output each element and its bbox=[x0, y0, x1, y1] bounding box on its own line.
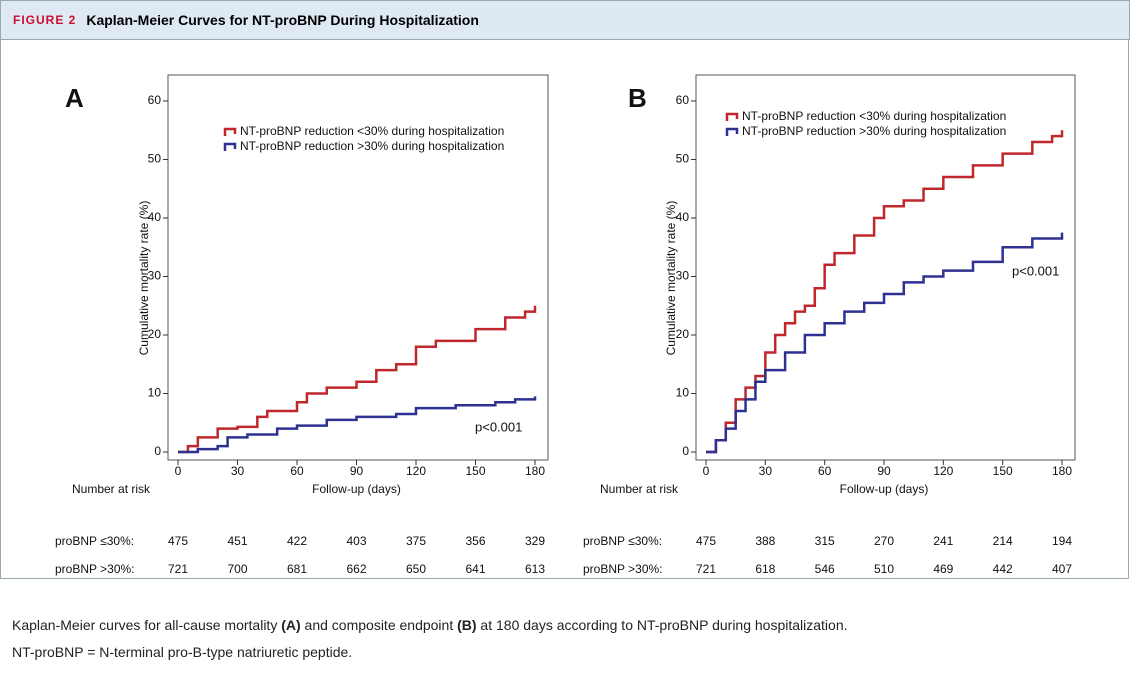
x-tick-label: 150 bbox=[465, 464, 485, 478]
caption-text: Kaplan-Meier curves for all-cause mortal… bbox=[12, 617, 282, 633]
risk-value: 407 bbox=[1052, 562, 1072, 576]
risk-value: 681 bbox=[287, 562, 307, 576]
y-tick-label: 0 bbox=[682, 444, 689, 458]
caption-text: (B) bbox=[457, 617, 477, 633]
y-tick-label: 10 bbox=[676, 386, 690, 400]
risk-table-title: Number at risk bbox=[600, 482, 679, 496]
km-curve bbox=[706, 130, 1064, 454]
panel-letter: A bbox=[65, 83, 84, 113]
y-tick-label: 30 bbox=[676, 269, 690, 283]
y-axis-label: Cumulative mortality rate (%) bbox=[664, 201, 678, 356]
x-tick-label: 60 bbox=[818, 464, 832, 478]
legend-label: NT-proBNP reduction <30% during hospital… bbox=[742, 109, 1006, 123]
risk-value: 270 bbox=[874, 534, 894, 548]
x-tick-label: 30 bbox=[759, 464, 773, 478]
risk-value: 241 bbox=[933, 534, 953, 548]
caption-text: NT-proBNP = N-terminal pro-B-type natriu… bbox=[12, 644, 353, 660]
risk-value: 442 bbox=[993, 562, 1013, 576]
legend-label: NT-proBNP reduction <30% during hospital… bbox=[240, 124, 504, 138]
risk-value: 510 bbox=[874, 562, 894, 576]
annotation: p<0.001 bbox=[1012, 263, 1059, 278]
x-tick-label: 90 bbox=[877, 464, 891, 478]
y-tick-label: 50 bbox=[676, 152, 690, 166]
legend-swatch bbox=[223, 127, 237, 136]
risk-value: 475 bbox=[168, 534, 188, 548]
risk-value: 662 bbox=[346, 562, 366, 576]
risk-value: 700 bbox=[227, 562, 247, 576]
legend-swatch bbox=[725, 127, 739, 136]
y-axis-label: Cumulative mortality rate (%) bbox=[137, 201, 151, 356]
caption-text: and composite endpoint bbox=[300, 617, 458, 633]
annotation: p<0.001 bbox=[475, 419, 522, 434]
figure-label: FIGURE 2 bbox=[13, 13, 77, 27]
figure-header: FIGURE 2 Kaplan-Meier Curves for NT-proB… bbox=[0, 0, 1130, 40]
y-tick-label: 10 bbox=[148, 386, 162, 400]
y-tick-label: 40 bbox=[148, 210, 162, 224]
risk-value: 721 bbox=[696, 562, 716, 576]
risk-row-label: proBNP >30%: bbox=[583, 562, 663, 576]
risk-value: 356 bbox=[465, 534, 485, 548]
risk-value: 469 bbox=[933, 562, 953, 576]
y-tick-label: 50 bbox=[148, 152, 162, 166]
x-tick-label: 0 bbox=[703, 464, 710, 478]
plot-frame bbox=[695, 74, 1076, 461]
risk-value: 641 bbox=[465, 562, 485, 576]
risk-row-label: proBNP ≤30%: bbox=[583, 534, 662, 548]
y-tick-label: 0 bbox=[154, 444, 161, 458]
risk-row-label: proBNP ≤30%: bbox=[55, 534, 134, 548]
y-tick-label: 20 bbox=[148, 327, 162, 341]
caption-text: (A) bbox=[281, 617, 301, 633]
km-curve bbox=[178, 396, 537, 454]
legend-label: NT-proBNP reduction >30% during hospital… bbox=[240, 139, 504, 153]
panel-letter: B bbox=[628, 83, 647, 113]
risk-value: 546 bbox=[815, 562, 835, 576]
y-tick-label: 40 bbox=[676, 210, 690, 224]
plot-frame bbox=[167, 74, 549, 461]
legend-label: NT-proBNP reduction >30% during hospital… bbox=[742, 124, 1006, 138]
risk-value: 214 bbox=[993, 534, 1013, 548]
km-curve bbox=[178, 305, 537, 454]
risk-value: 194 bbox=[1052, 534, 1072, 548]
y-tick-label: 30 bbox=[148, 269, 162, 283]
risk-table-title: Number at risk bbox=[72, 482, 151, 496]
legend-swatch bbox=[725, 112, 739, 121]
y-tick-label: 60 bbox=[676, 93, 690, 107]
x-tick-label: 180 bbox=[1052, 464, 1072, 478]
x-tick-label: 180 bbox=[525, 464, 545, 478]
caption: Kaplan-Meier curves for all-cause mortal… bbox=[12, 612, 848, 666]
risk-value: 721 bbox=[168, 562, 188, 576]
risk-value: 613 bbox=[525, 562, 545, 576]
caption-line: Kaplan-Meier curves for all-cause mortal… bbox=[12, 612, 848, 639]
risk-value: 650 bbox=[406, 562, 426, 576]
km-curve bbox=[706, 232, 1064, 454]
x-tick-label: 60 bbox=[290, 464, 304, 478]
x-tick-label: 150 bbox=[993, 464, 1013, 478]
x-tick-label: 120 bbox=[406, 464, 426, 478]
figure-title: Kaplan-Meier Curves for NT-proBNP During… bbox=[86, 12, 479, 28]
x-tick-label: 120 bbox=[933, 464, 953, 478]
risk-row-label: proBNP >30%: bbox=[55, 562, 135, 576]
risk-value: 618 bbox=[755, 562, 775, 576]
risk-value: 329 bbox=[525, 534, 545, 548]
figure: A 0 10 20 30 40 50 60 0 30 60 90 120 150 180 Cumulative… bbox=[0, 0, 1129, 579]
risk-value: 403 bbox=[346, 534, 366, 548]
legend-swatch bbox=[223, 142, 237, 151]
x-axis-label: Follow-up (days) bbox=[312, 482, 401, 496]
risk-value: 375 bbox=[406, 534, 426, 548]
x-axis-label: Follow-up (days) bbox=[840, 482, 929, 496]
figure-frame bbox=[0, 0, 1129, 579]
risk-value: 475 bbox=[696, 534, 716, 548]
risk-value: 315 bbox=[815, 534, 835, 548]
y-tick-label: 20 bbox=[676, 327, 690, 341]
risk-value: 388 bbox=[755, 534, 775, 548]
x-tick-label: 0 bbox=[175, 464, 182, 478]
risk-value: 422 bbox=[287, 534, 307, 548]
risk-value: 451 bbox=[227, 534, 247, 548]
y-tick-label: 60 bbox=[148, 93, 162, 107]
caption-text: at 180 days according to NT-proBNP durin… bbox=[476, 617, 848, 633]
x-tick-label: 90 bbox=[350, 464, 364, 478]
x-tick-label: 30 bbox=[231, 464, 245, 478]
